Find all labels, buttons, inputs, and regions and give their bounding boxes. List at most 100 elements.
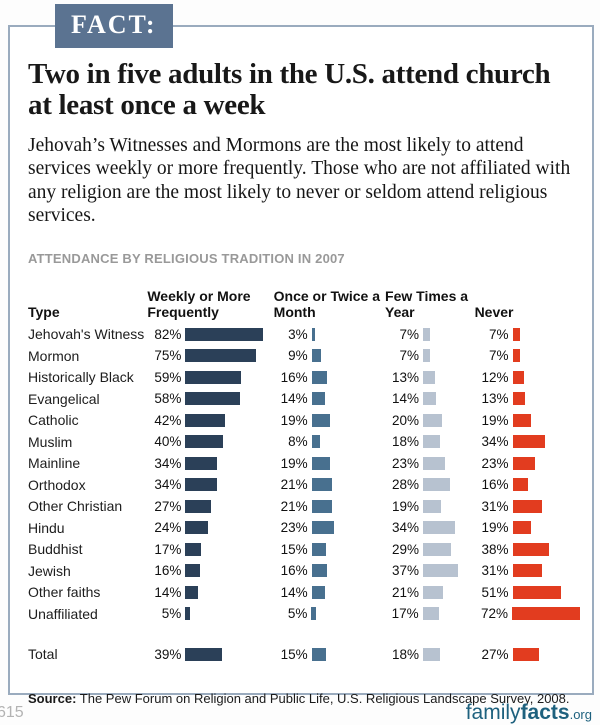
- row-label: Orthodox: [28, 476, 86, 493]
- cell-fewtimes: 13%: [385, 370, 475, 385]
- value-monthly: 9%: [288, 348, 308, 364]
- cell-fewtimes: 18%: [385, 647, 475, 662]
- bar-monthly: [311, 564, 327, 578]
- value-never: 19%: [481, 412, 509, 428]
- cell-fewtimes: 14%: [385, 391, 475, 406]
- cell-never: 23%: [475, 456, 580, 471]
- bar-monthly: [311, 370, 327, 384]
- table-row: Mainline 34% 19% 23% 23%: [28, 453, 580, 475]
- cell-monthly: 14%: [274, 585, 385, 600]
- value-monthly: 19%: [280, 412, 308, 428]
- value-weekly: 16%: [154, 563, 182, 579]
- value-weekly: 14%: [154, 584, 182, 600]
- value-never: 13%: [481, 391, 509, 407]
- cell-weekly: 82%: [147, 327, 273, 342]
- cell-never: 19%: [475, 413, 580, 428]
- table-row: Evangelical 58% 14% 14% 13%: [28, 388, 580, 410]
- cell-never: 16%: [475, 477, 580, 492]
- value-never: 7%: [489, 348, 509, 364]
- table-row: Muslim 40% 8% 18% 34%: [28, 431, 580, 453]
- value-fewtimes: 23%: [392, 455, 420, 471]
- bar-fewtimes: [423, 478, 451, 492]
- bar-never: [512, 564, 542, 578]
- value-monthly: 5%: [287, 606, 308, 622]
- value-never: 34%: [481, 434, 509, 450]
- bar-weekly: [185, 327, 264, 341]
- cell-fewtimes: 7%: [385, 327, 475, 342]
- value-weekly: 59%: [154, 369, 182, 385]
- value-weekly: 34%: [154, 477, 182, 493]
- bar-fewtimes: [423, 413, 443, 427]
- bar-fewtimes: [423, 349, 431, 363]
- value-monthly: 21%: [280, 477, 308, 493]
- cell-fewtimes: 17%: [385, 606, 474, 621]
- cell-fewtimes: 7%: [385, 348, 475, 363]
- value-never: 27%: [481, 646, 509, 662]
- chart-header-row: Type Weekly or More Frequently Once or T…: [28, 284, 580, 320]
- cell-fewtimes: 19%: [385, 499, 475, 514]
- value-weekly: 58%: [154, 391, 182, 407]
- bar-fewtimes: [423, 435, 441, 449]
- value-monthly: 15%: [280, 541, 308, 557]
- row-label: Hindu: [28, 519, 65, 536]
- header-type: Type: [28, 303, 60, 320]
- value-fewtimes: 34%: [392, 520, 420, 536]
- value-fewtimes: 20%: [392, 412, 420, 428]
- table-row: Unaffiliated 5% 5% 17% 72%: [28, 603, 581, 625]
- bar-never: [512, 349, 520, 363]
- familyfacts-logo[interactable]: familyfacts.org: [466, 701, 592, 725]
- value-weekly: 39%: [154, 646, 182, 662]
- table-row: Jewish 16% 16% 37% 31%: [28, 560, 580, 582]
- value-weekly: 27%: [154, 498, 182, 514]
- table-row: Other faiths 14% 14% 21% 51%: [28, 582, 580, 604]
- cell-never: 13%: [475, 391, 580, 406]
- cell-fewtimes: 29%: [385, 542, 475, 557]
- bar-monthly: [311, 499, 332, 513]
- cell-monthly: 3%: [274, 327, 385, 342]
- bar-fewtimes: [423, 521, 456, 535]
- bar-fewtimes: [423, 327, 431, 341]
- value-weekly: 75%: [154, 348, 182, 364]
- table-row: Catholic 42% 19% 20% 19%: [28, 410, 580, 432]
- source-label: Source:: [28, 691, 77, 707]
- value-monthly: 19%: [280, 455, 308, 471]
- header-fewtimes: Few Times a Year: [385, 287, 469, 320]
- bar-fewtimes: [423, 370, 436, 384]
- bar-fewtimes: [423, 392, 437, 406]
- cell-monthly: 16%: [274, 563, 385, 578]
- bar-weekly: [185, 607, 191, 621]
- header-never: Never: [474, 303, 514, 320]
- table-row: Hindu 24% 23% 34% 19%: [28, 517, 580, 539]
- cell-fewtimes: 23%: [385, 456, 475, 471]
- cell-fewtimes: 20%: [385, 413, 475, 428]
- cell-weekly: 14%: [147, 585, 273, 600]
- value-fewtimes: 18%: [392, 646, 420, 662]
- bar-fewtimes: [423, 499, 442, 513]
- attendance-chart: Type Weekly or More Frequently Once or T…: [28, 284, 581, 666]
- bar-never: [512, 456, 535, 470]
- bar-monthly: [311, 349, 321, 363]
- cell-monthly: 5%: [273, 606, 384, 621]
- bar-weekly: [185, 478, 218, 492]
- value-weekly: 34%: [154, 455, 182, 471]
- value-monthly: 16%: [280, 563, 308, 579]
- value-monthly: 16%: [280, 369, 308, 385]
- page-footer: 615 familyfacts.org: [0, 699, 600, 725]
- bar-fewtimes: [423, 542, 452, 556]
- bar-monthly: [311, 435, 320, 449]
- cell-monthly: 19%: [274, 413, 385, 428]
- content-box: Two in five adults in the U.S. attend ch…: [8, 25, 594, 706]
- value-never: 51%: [481, 584, 509, 600]
- chart-kicker: ATTENDANCE BY RELIGIOUS TRADITION IN 200…: [28, 250, 345, 266]
- fact-badge: FACT:: [55, 4, 173, 48]
- value-fewtimes: 14%: [392, 391, 420, 407]
- cell-never: 12%: [475, 370, 580, 385]
- row-label: Mormon: [28, 347, 80, 364]
- cell-never: 51%: [475, 585, 580, 600]
- value-fewtimes: 19%: [392, 498, 420, 514]
- bar-never: [512, 521, 531, 535]
- page-title: Two in five adults in the U.S. attend ch…: [28, 58, 551, 122]
- bar-never: [512, 435, 545, 449]
- header-weekly: Weekly or More Frequently: [147, 287, 251, 320]
- value-never: 31%: [481, 498, 509, 514]
